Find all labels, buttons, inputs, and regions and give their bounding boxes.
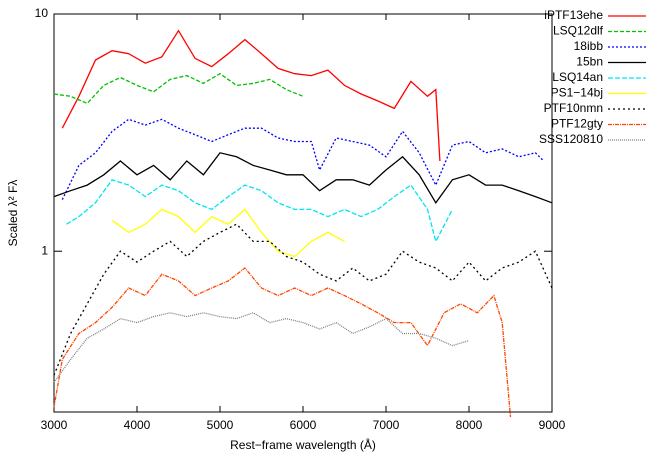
x-tick-label: 4000 bbox=[124, 418, 151, 432]
legend-label: iPTF13ehe bbox=[544, 8, 603, 22]
series-line bbox=[66, 179, 453, 244]
series-line bbox=[53, 267, 512, 418]
series-line bbox=[53, 152, 553, 204]
legend-label: LSQ14an bbox=[552, 70, 603, 84]
x-tick-label: 5000 bbox=[207, 418, 234, 432]
y-axis-label: Scaled λ² Fλ bbox=[6, 180, 20, 247]
series-line bbox=[61, 29, 441, 162]
series-line bbox=[61, 118, 545, 200]
legend-label: PTF10nmn bbox=[544, 101, 603, 115]
x-tick-label: 6000 bbox=[290, 418, 317, 432]
series-line bbox=[53, 312, 470, 383]
legend-label: 18ibb bbox=[574, 39, 604, 53]
x-axis-label: Rest−frame wavelength (Å) bbox=[230, 437, 376, 452]
x-tick-label: 7000 bbox=[373, 418, 400, 432]
x-tick-label: 3000 bbox=[41, 418, 68, 432]
y-tick-label: 10 bbox=[35, 6, 49, 20]
legend-label: PTF12gty bbox=[551, 117, 603, 131]
series-line bbox=[53, 223, 553, 376]
x-tick-label: 9000 bbox=[539, 418, 566, 432]
series-line bbox=[53, 72, 304, 105]
series-line bbox=[111, 208, 345, 258]
legend-label: 15bn bbox=[576, 55, 603, 69]
legend-label: SSS120810 bbox=[539, 132, 603, 146]
y-tick-label: 1 bbox=[41, 243, 48, 257]
x-tick-label: 8000 bbox=[456, 418, 483, 432]
legend-label: LSQ12dlf bbox=[553, 24, 604, 38]
plot-frame bbox=[53, 13, 553, 413]
legend-label: PS1−14bj bbox=[551, 86, 603, 100]
